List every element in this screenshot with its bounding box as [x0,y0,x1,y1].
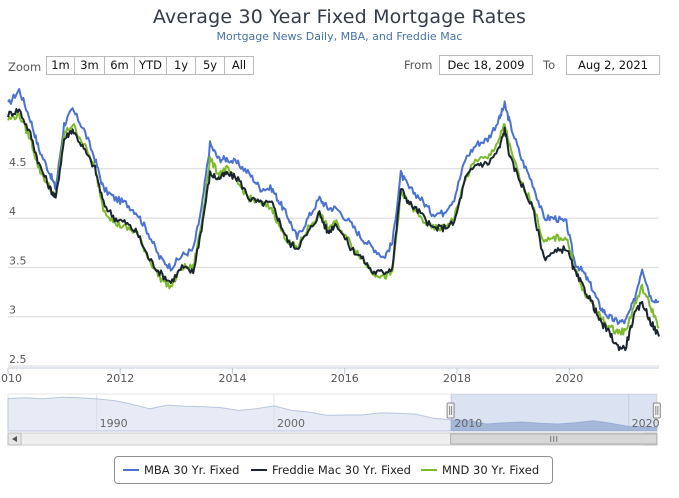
legend-label-freddie: Freddie Mac 30 Yr. Fixed [272,463,411,477]
zoom-3m-button[interactable]: 3m [75,57,105,74]
x-tick-label: 2014 [218,372,246,385]
x-tick-label: 2012 [106,372,134,385]
legend-item-freddie[interactable]: Freddie Mac 30 Yr. Fixed [251,463,411,477]
zoom-1y-button[interactable]: 1y [167,57,196,74]
chart-title: Average 30 Year Fixed Mortgage Rates [152,6,527,28]
legend-swatch-mnd [421,468,437,471]
scroll-left-arrow-icon [12,436,17,442]
navigator-left-handle[interactable] [446,402,455,419]
y-tick-label: 4.5 [9,156,27,169]
zoom-ytd-button[interactable]: YTD [135,57,167,74]
navigator-tick-label: 2020 [632,417,660,430]
navigator-background [7,393,658,432]
navigator-selected-area [450,419,657,431]
navigator-area [7,396,658,432]
zoom-1m-button[interactable]: 1m [47,57,75,74]
chart-subtitle: Mortgage News Daily, MBA, and Freddie Ma… [216,30,463,43]
legend-swatch-mba [123,468,139,471]
grid-lines [8,168,659,369]
series-lines [7,88,660,352]
legend: MBA 30 Yr. Fixed Freddie Mac 30 Yr. Fixe… [114,456,553,484]
to-date-input[interactable]: Aug 2, 2021 [566,55,660,75]
x-tick-label: 2018 [443,372,471,385]
x-axis-ticks: 2010 2012 2014 2016 2018 2020 [0,368,583,385]
y-tick-label: 3.5 [9,254,27,267]
navigator-right-handle[interactable] [652,402,661,419]
handle-body [446,402,455,419]
handle-body [652,402,661,419]
zoom-5y-button[interactable]: 5y [196,57,225,74]
x-tick-label: 2020 [555,372,583,385]
y-tick-label: 3 [9,304,16,317]
series-line-mnd [7,111,660,336]
legend-item-mnd[interactable]: MND 30 Yr. Fixed [421,463,539,477]
x-tick-label: 2016 [331,372,359,385]
zoom-button-group: 1m 3m 6m YTD 1y 5y All [46,56,254,75]
legend-label-mnd: MND 30 Yr. Fixed [442,463,540,477]
y-tick-label: 4 [9,205,16,218]
from-date-input[interactable]: Dec 18, 2009 [439,55,533,75]
legend-item-mba[interactable]: MBA 30 Yr. Fixed [123,463,239,477]
zoom-label: Zoom [8,60,42,74]
legend-label-mba: MBA 30 Yr. Fixed [144,463,240,477]
legend-swatch-freddie [251,468,267,471]
navigator-tick-label: 1990 [100,417,128,430]
navigator-selection [450,394,657,431]
navigator-tick-label: 2000 [277,417,305,430]
navigator-tick-label: 2010 [454,417,482,430]
zoom-all-button[interactable]: All [225,57,253,74]
series-line-mba [7,88,660,325]
zoom-6m-button[interactable]: 6m [105,57,135,74]
to-label: To [543,58,556,72]
y-tick-label: 2.5 [9,353,27,366]
y-axis-ticks: 2.5 3 3.5 4 4.5 [9,156,27,366]
series-line-freddie [7,108,660,352]
from-label: From [404,58,433,72]
x-tick-label: 2010 [0,372,22,385]
navigator-scrollbar[interactable] [7,432,658,446]
navigator[interactable]: 1990 2000 2010 2020 [7,393,661,446]
